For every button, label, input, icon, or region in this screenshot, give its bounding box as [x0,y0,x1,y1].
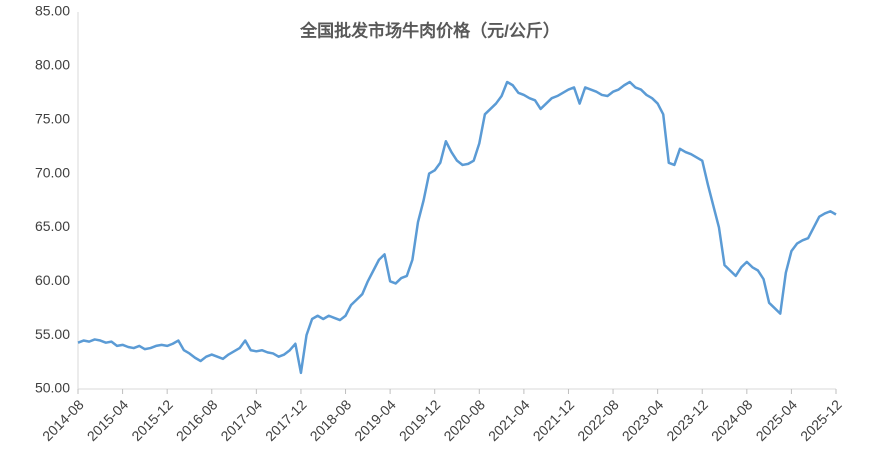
x-tick-label: 2017-04 [217,396,265,444]
x-tick-label: 2019-04 [351,396,399,444]
y-tick-label: 70.00 [35,164,70,180]
x-tick-label: 2016-08 [173,396,221,444]
y-tick-label: 75.00 [35,110,70,126]
y-tick-label: 50.00 [35,380,70,396]
y-tick-label: 80.00 [35,57,70,73]
x-tick-label: 2020-08 [440,396,488,444]
x-tick-label: 2015-04 [84,396,132,444]
x-tick-label: 2021-04 [485,396,533,444]
y-tick-label: 60.00 [35,272,70,288]
x-tick-label: 2023-04 [619,396,667,444]
x-tick-label: 2023-12 [663,396,711,444]
chart-title: 全国批发市场牛肉价格（元/公斤） [299,20,560,40]
x-tick-label: 2018-08 [307,396,355,444]
x-tick-label: 2015-12 [128,396,176,444]
x-tick-label: 2014-08 [39,396,87,444]
x-tick-label: 2017-12 [262,396,310,444]
x-tick-label: 2024-08 [708,396,756,444]
y-tick-label: 55.00 [35,326,70,342]
y-tick-label: 85.00 [35,3,70,19]
x-tick-label: 2022-08 [574,396,622,444]
data-line [77,80,837,375]
x-tick-label: 2019-12 [396,396,444,444]
y-tick-label: 65.00 [35,218,70,234]
x-tick-label: 2021-12 [530,396,578,444]
x-tick-label: 2025-04 [752,396,800,444]
x-tick-label: 2025-12 [797,396,845,444]
